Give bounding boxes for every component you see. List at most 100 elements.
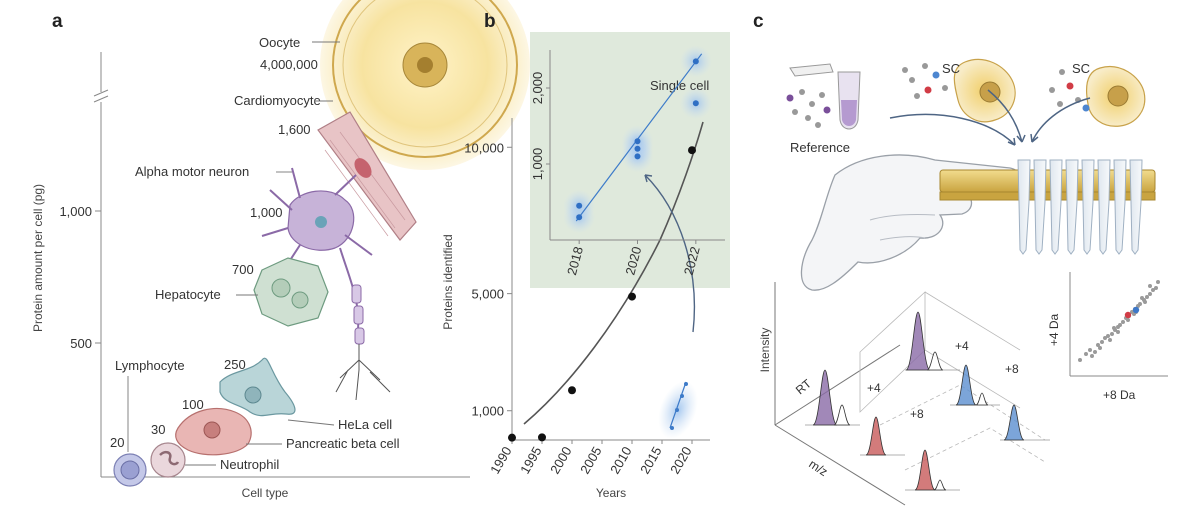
arrow-sc2-to-plate [1031, 97, 1091, 143]
mini-scatter-point [1078, 358, 1082, 362]
mini-scatter-point [1110, 332, 1114, 336]
mini-scatter-point [1138, 302, 1142, 306]
spectrum-peak [914, 449, 936, 491]
pcr-tube [1065, 159, 1079, 255]
y-tick-label: 5,000 [471, 287, 504, 302]
mini-scatter-point [1096, 343, 1100, 347]
arrow-reference-to-plate [889, 113, 1016, 146]
reference-tube-illustration [786, 63, 861, 130]
x-tick-label: 1995 [517, 444, 544, 477]
lymphocyte-label: Lymphocyte [115, 358, 185, 373]
zoom-arrow [644, 174, 696, 333]
single-cell-2-illustration [1049, 66, 1146, 127]
oocyte-label: Oocyte [259, 35, 300, 50]
data-point [538, 433, 546, 442]
inset-data-point [576, 214, 583, 221]
inset-data-point [576, 202, 583, 209]
axis-break-mark [93, 95, 109, 103]
mz-axis [774, 424, 906, 506]
sc-label: SC [1072, 61, 1090, 76]
single-cell-1-illustration [902, 58, 1016, 123]
arrow-sc1-to-plate [987, 89, 1023, 143]
rt-axis [774, 344, 901, 426]
beta-cell-amount: 100 [182, 397, 204, 412]
y-tick-label: 1,000 [471, 404, 504, 419]
mini-scatter-point [1156, 280, 1160, 284]
mini-scatter-point [1108, 338, 1112, 342]
beta-cell-illustration [175, 407, 252, 456]
hela-label: HeLa cell [338, 417, 392, 432]
data-point [568, 386, 576, 395]
x-tick-label: 2005 [577, 444, 604, 477]
panel-c: Reference SC SC [758, 58, 1168, 506]
pcr-tube [1097, 159, 1111, 255]
inset-data-point [634, 153, 641, 160]
mini-scatter-point [1118, 323, 1122, 327]
data-point [688, 146, 696, 155]
inset-data-point [692, 100, 699, 107]
mini-scatter-point [1093, 350, 1097, 354]
hela-amount: 250 [224, 357, 246, 372]
shift-label: +4 [955, 339, 969, 353]
neutrophil-illustration [150, 442, 186, 478]
inset-data-point [634, 138, 641, 145]
spectrum-peak [955, 364, 977, 406]
pcr-tube [1033, 159, 1047, 255]
trend-curve [523, 121, 704, 425]
mini-scatter-point [1112, 326, 1116, 330]
axis-break-mark [93, 89, 109, 97]
x-tick-label: 2015 [637, 444, 664, 477]
mini-scatter-highlight-blue [1132, 306, 1140, 314]
hepatocyte-illustration [253, 257, 329, 327]
y-axis-title: Protein amount per cell (pg) [31, 184, 45, 332]
x-tick-label: 2000 [547, 444, 574, 477]
y-tick-label: 1,000 [59, 204, 92, 219]
pcr-tube [1129, 159, 1143, 255]
panel-letter-a: a [52, 11, 63, 32]
inset-y-tick-label: 1,000 [530, 148, 545, 181]
arrow-head [1016, 134, 1026, 143]
sc-label: SC [942, 61, 960, 76]
panel-b: Proteins identified Years 10,000 5,000 1,0… [441, 32, 730, 500]
spectrum-peak [975, 392, 989, 406]
reference-label: Reference [790, 140, 850, 155]
spectrum-peak [905, 311, 931, 371]
mini-scatter-point [1151, 288, 1155, 292]
rt-label: RT [793, 376, 815, 397]
data-point [508, 433, 516, 442]
mini-scatter-point [1103, 336, 1107, 340]
spectra-axes [774, 282, 906, 506]
y-tick-label: 500 [70, 336, 92, 351]
cardiomyocyte-label: Cardiomyocyte [234, 93, 321, 108]
x-axis-title: Cell type [242, 486, 289, 500]
lymphocyte-illustration [113, 453, 147, 487]
arrow-head [1007, 137, 1016, 146]
mini-x-label: +8 Da [1103, 388, 1136, 402]
mini-scatter-point [1148, 284, 1152, 288]
spectrum-peak [1003, 404, 1025, 441]
shift-label: +8 [910, 407, 924, 421]
mini-scatter-point [1154, 286, 1158, 290]
mini-scatter-point [1098, 346, 1102, 350]
pointer-line [287, 419, 335, 426]
mini-scatter-point [1121, 320, 1125, 324]
oocyte-illustration [320, 0, 530, 170]
mz-label: m/z [806, 457, 830, 479]
lymphocyte-amount: 20 [110, 435, 124, 450]
mini-scatter-point [1106, 334, 1110, 338]
mini-scatter-point [1126, 318, 1130, 322]
mini-scatter-point [1116, 330, 1120, 334]
hela-illustration [219, 357, 296, 417]
neutrophil-label: Neutrophil [220, 457, 279, 472]
data-point [628, 292, 636, 301]
panel-a: 1,000 500 Protein amount per cell (pg) C… [31, 0, 530, 500]
inset-data-point [692, 58, 699, 65]
mini-scatter-point [1148, 292, 1152, 296]
intensity-label: Intensity [758, 328, 772, 373]
x-tick-label: 2010 [607, 444, 634, 477]
zoom-arrow-head [644, 174, 653, 183]
mini-scatter-highlight-red [1124, 311, 1132, 319]
inset-data-point [634, 145, 641, 152]
neuron-amount: 1,000 [250, 205, 283, 220]
inset-x-tick-label: 2020 [622, 245, 644, 277]
